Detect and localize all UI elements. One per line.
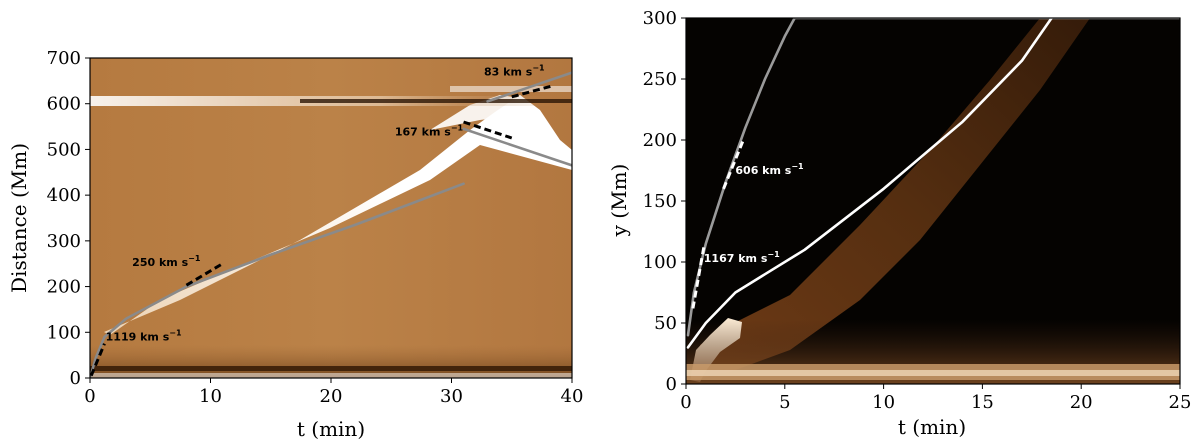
left-y-tick-label: 600 <box>47 94 81 115</box>
left-x-axis-label: t (min) <box>297 417 365 441</box>
velocity-label: 83 km s−1 <box>484 63 545 78</box>
right-y-tick-label: 250 <box>643 69 677 90</box>
left-y-tick-label: 500 <box>47 139 81 160</box>
right-y-tick-label: 150 <box>643 191 677 212</box>
right-x-axis-label: t (min) <box>898 415 966 439</box>
velocity-fit-line <box>185 262 224 287</box>
left-y-tick-label: 200 <box>47 277 81 298</box>
velocity-label: 250 km s−1 <box>132 254 201 269</box>
right-x-tick-label: 15 <box>971 392 994 413</box>
left-y-tick-label: 100 <box>47 322 81 343</box>
velocity-label: 1119 km s−1 <box>106 329 182 344</box>
left-x-tick-label: 40 <box>561 386 584 407</box>
velocity-fit-line <box>722 139 745 190</box>
right-x-tick-label: 5 <box>779 392 790 413</box>
y-time-heatmap <box>686 18 1180 384</box>
left-y-tick-label: 0 <box>70 368 81 389</box>
left-x-tick-label: 10 <box>199 386 222 407</box>
fit-curve <box>686 18 1053 349</box>
left-y-tick-label: 300 <box>47 231 81 252</box>
right-x-tick-label: 20 <box>1070 392 1093 413</box>
fit-curve <box>486 71 572 103</box>
velocity-label: 1167 km s−1 <box>704 250 780 265</box>
left-y-axis-label: Distance (Mm) <box>7 143 31 293</box>
right-y-tick-label: 300 <box>643 8 677 29</box>
left-x-tick-label: 0 <box>84 386 95 407</box>
velocity-label: 606 km s−1 <box>735 162 804 177</box>
left-x-tick-label: 30 <box>440 386 463 407</box>
velocity-fit-line <box>89 343 106 377</box>
fit-curve <box>686 18 1180 337</box>
right-x-tick-label: 10 <box>872 392 895 413</box>
right-y-axis-label: y (Mm) <box>607 164 631 238</box>
velocity-label: 167 km s−1 <box>395 124 464 139</box>
fit-curve <box>462 127 572 167</box>
right-y-tick-label: 100 <box>643 252 677 273</box>
right-x-tick-label: 0 <box>680 392 691 413</box>
left-y-tick-label: 700 <box>47 48 81 69</box>
right-y-tick-label: 50 <box>654 313 677 334</box>
right-y-tick-label: 0 <box>666 374 677 395</box>
left-x-tick-label: 20 <box>320 386 343 407</box>
right-y-tick-label: 200 <box>643 130 677 151</box>
fit-curve <box>90 182 465 378</box>
left-y-tick-label: 400 <box>47 185 81 206</box>
distance-time-heatmap <box>90 58 572 378</box>
velocity-fit-line <box>463 120 513 140</box>
velocity-fit-line <box>511 83 555 99</box>
right-x-tick-label: 25 <box>1169 392 1192 413</box>
